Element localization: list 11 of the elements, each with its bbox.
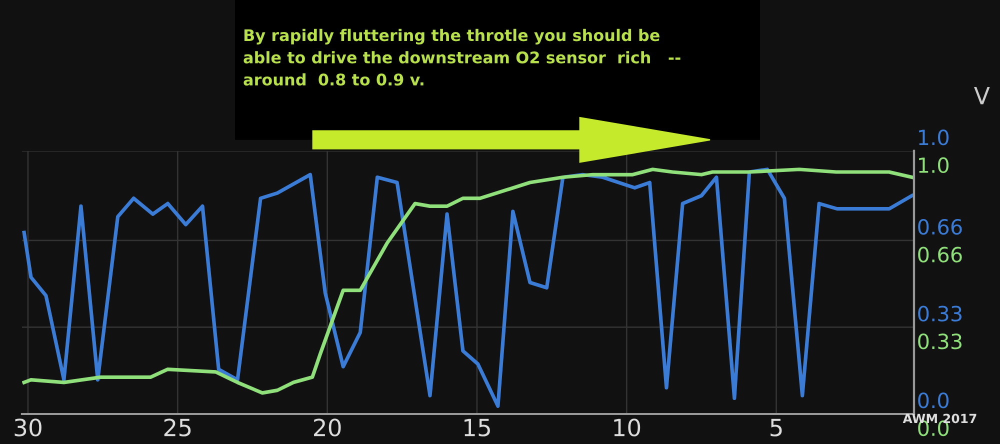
text: V: [974, 86, 990, 104]
x-tick-label: 10: [614, 418, 640, 436]
y-tick-label: 0.66: [918, 246, 962, 262]
x-tick-label: 20: [314, 418, 341, 436]
y-tick-label: 0.33: [918, 334, 962, 350]
x-tick-label: 30: [14, 418, 42, 436]
x-tick-label: 5: [770, 418, 782, 436]
y-tick-label: 1.0: [919, 157, 949, 174]
x-tick-label: 25: [164, 418, 191, 436]
x-tick-label: 15: [464, 418, 490, 436]
text: By rapidly fluttering the throtle you should be able to drive the downstream O2 sensor rich -- around 0.8 to 0.9 v.: [244, 28, 680, 86]
